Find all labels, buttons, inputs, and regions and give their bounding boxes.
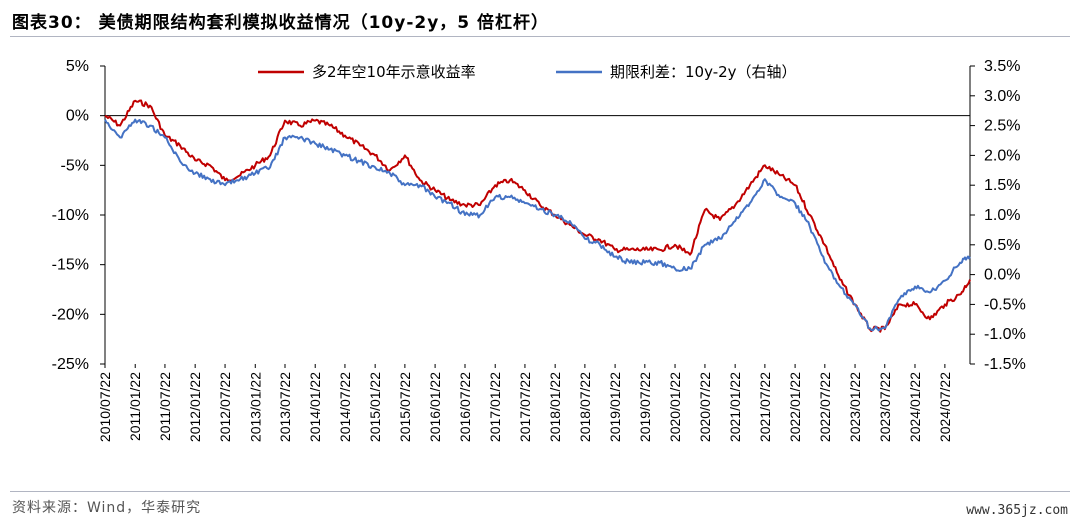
x-tick-label: 2013/01/22 (247, 372, 263, 442)
x-tick-label: 2019/07/22 (637, 372, 653, 442)
chart-axes: 5% 0% -5% -10% -15% -20% -25% 3.5% 3.0% 2.5% 2.0% 1… (52, 58, 1026, 442)
right-tick-label: 2.5% (984, 118, 1020, 135)
x-tick-label: 2023/01/22 (847, 372, 863, 442)
right-tick-label: 3.5% (984, 58, 1020, 75)
x-tick-label: 2024/07/22 (937, 372, 953, 442)
left-tick-label: 0% (66, 108, 89, 125)
left-tick-label: -20% (52, 306, 89, 323)
x-tick-label: 2014/07/22 (337, 372, 353, 442)
chart-legend: 多2年空10年示意收益率 期限利差：10y-2y（右轴） (258, 63, 797, 81)
left-tick-label: 5% (66, 58, 89, 75)
left-tick-label: -15% (52, 257, 89, 274)
x-tick-label: 2011/01/22 (127, 372, 143, 441)
x-tick-label: 2012/07/22 (217, 372, 233, 442)
left-tick-label: -25% (52, 356, 89, 373)
watermark-text: www.365jz.com (966, 503, 1068, 518)
right-tick-label: -1.0% (984, 326, 1026, 343)
x-tick-label: 2011/07/22 (157, 372, 173, 441)
legend-label: 期限利差：10y-2y（右轴） (610, 63, 797, 81)
right-tick-label: 3.0% (984, 88, 1020, 105)
left-tick-label: -5% (61, 157, 89, 174)
bottom-divider (10, 491, 1070, 492)
x-tick-label: 2016/01/22 (427, 372, 443, 442)
x-tick-label: 2022/07/22 (817, 372, 833, 442)
right-tick-label: 1.0% (984, 207, 1020, 224)
x-tick-label: 2015/07/22 (397, 372, 413, 442)
top-divider (10, 36, 1070, 37)
x-tick-label: 2010/07/22 (97, 372, 113, 442)
series-layer (104, 99, 971, 333)
legend-label: 多2年空10年示意收益率 (312, 63, 476, 81)
x-tick-label: 2019/01/22 (607, 372, 623, 442)
right-tick-label: -1.5% (984, 356, 1026, 373)
right-tick-label: -0.5% (984, 296, 1026, 313)
x-tick-label: 2020/01/22 (667, 372, 683, 442)
x-tick-label: 2022/01/22 (787, 372, 803, 442)
x-tick-label: 2013/07/22 (277, 372, 293, 442)
x-tick-label: 2017/07/22 (517, 372, 533, 442)
x-tick-label: 2018/01/22 (547, 372, 563, 442)
x-tick-label: 2021/01/22 (727, 372, 743, 442)
x-tick-label: 2015/01/22 (367, 372, 383, 442)
x-tick-label: 2012/01/22 (187, 372, 203, 442)
x-tick-label: 2020/07/22 (697, 372, 713, 442)
x-tick-label: 2017/01/22 (487, 372, 503, 442)
right-tick-label: 0.0% (984, 267, 1020, 284)
series-line (104, 118, 971, 332)
chart-title: 图表30： 美债期限结构套利模拟收益情况（10y-2y，5 倍杠杆） (12, 13, 550, 33)
series-line (104, 99, 971, 333)
line-chart: 5% 0% -5% -10% -15% -20% -25% 3.5% 3.0% 2.5% 2.0% 1… (52, 58, 1026, 442)
x-tick-label: 2014/01/22 (307, 372, 323, 442)
right-tick-label: 2.0% (984, 147, 1020, 164)
x-tick-label: 2024/01/22 (907, 372, 923, 442)
left-tick-label: -10% (52, 207, 89, 224)
right-tick-label: 1.5% (984, 177, 1020, 194)
source-note: 资料来源：Wind，华泰研究 (12, 500, 202, 516)
x-tick-label: 2016/07/22 (457, 372, 473, 442)
x-tick-label: 2021/07/22 (757, 372, 773, 442)
x-tick-label: 2018/07/22 (577, 372, 593, 442)
x-tick-label: 2023/07/22 (877, 372, 893, 442)
right-tick-label: 0.5% (984, 237, 1020, 254)
